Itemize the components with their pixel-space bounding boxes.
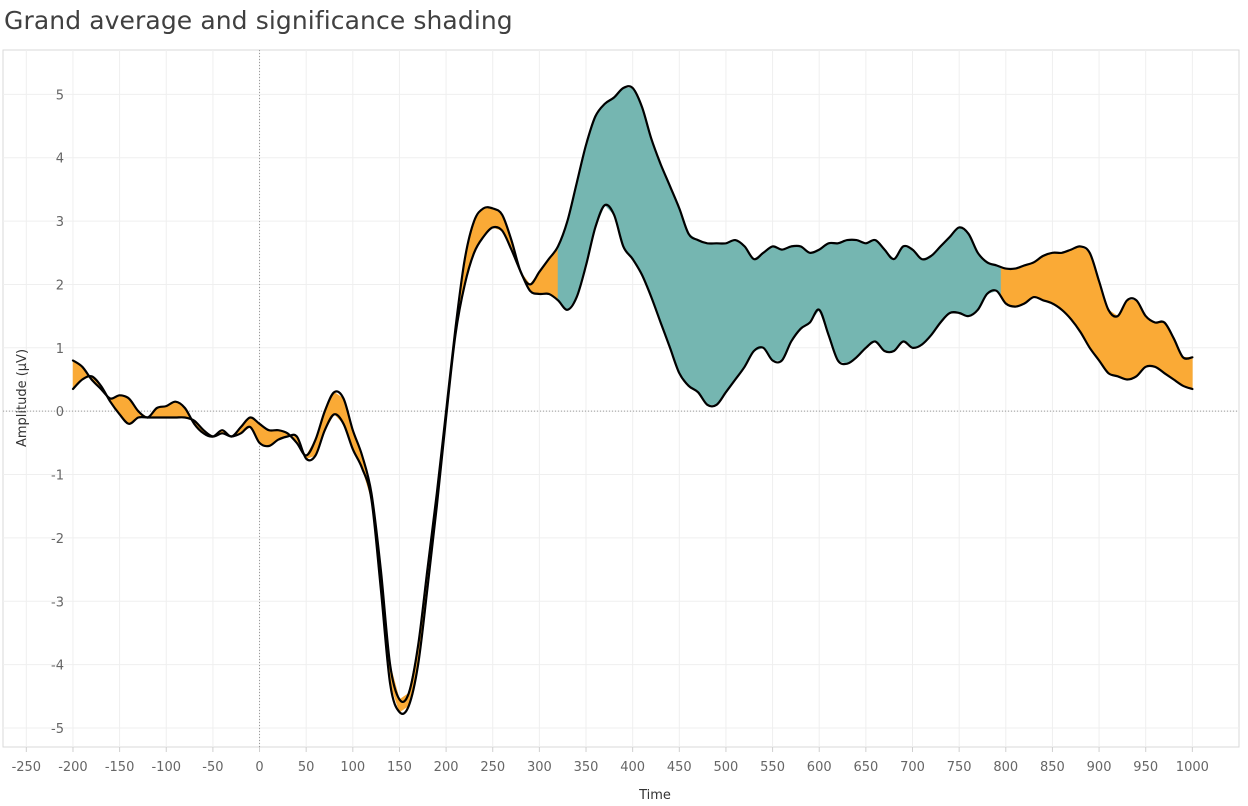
y-tick-label: 5: [56, 88, 64, 103]
y-tick-label: -3: [51, 595, 64, 610]
y-tick-label: -4: [51, 659, 64, 674]
x-tick-label: 350: [574, 760, 599, 775]
x-tick-label: 650: [853, 760, 878, 775]
x-tick-label: -150: [105, 760, 135, 775]
y-tick-label: -2: [51, 532, 64, 547]
y-axis-ticks: -5 -4 -3 -2 -1 0 1 2 3 4 5: [51, 88, 64, 737]
y-tick-label: 1: [56, 342, 64, 357]
x-tick-label: 450: [667, 760, 692, 775]
x-tick-label: 250: [480, 760, 505, 775]
y-tick-label: 0: [56, 405, 64, 420]
x-tick-label: 750: [947, 760, 972, 775]
x-tick-label: 800: [993, 760, 1018, 775]
x-axis-title: Time: [638, 788, 671, 803]
x-tick-label: -50: [202, 760, 223, 775]
y-tick-label: 4: [56, 152, 64, 167]
x-tick-label: 400: [620, 760, 645, 775]
x-tick-label: 850: [1040, 760, 1065, 775]
y-tick-label: 3: [56, 215, 64, 230]
x-tick-label: 50: [298, 760, 315, 775]
y-tick-label: -5: [51, 722, 64, 737]
y-tick-label: -1: [51, 469, 64, 484]
x-tick-label: -200: [58, 760, 88, 775]
y-tick-label: 2: [56, 278, 64, 293]
x-tick-label: 1000: [1176, 760, 1209, 775]
chart-title: Grand average and significance shading: [4, 6, 513, 35]
x-tick-label: 550: [760, 760, 785, 775]
x-tick-label: 600: [807, 760, 832, 775]
x-tick-label: 950: [1133, 760, 1158, 775]
x-tick-label: 200: [434, 760, 459, 775]
series-line-1: [71, 85, 1194, 704]
x-tick-label: 150: [387, 760, 412, 775]
x-tick-label: 300: [527, 760, 552, 775]
x-tick-label: 700: [900, 760, 925, 775]
x-tick-label: 900: [1087, 760, 1112, 775]
x-tick-label: 500: [714, 760, 739, 775]
x-tick-label: -250: [12, 760, 42, 775]
x-tick-label: 0: [255, 760, 263, 775]
reference-lines: [3, 50, 1239, 747]
series-lines: [71, 85, 1194, 715]
x-tick-label: 100: [340, 760, 365, 775]
x-axis-ticks: -250 -200 -150 -100 -50 0 50 100 150 200 250 300 350…: [12, 747, 1209, 775]
series-line-2: [71, 203, 1194, 715]
y-axis-title: Amplitude (μV): [15, 349, 30, 447]
x-tick-label: -100: [151, 760, 181, 775]
